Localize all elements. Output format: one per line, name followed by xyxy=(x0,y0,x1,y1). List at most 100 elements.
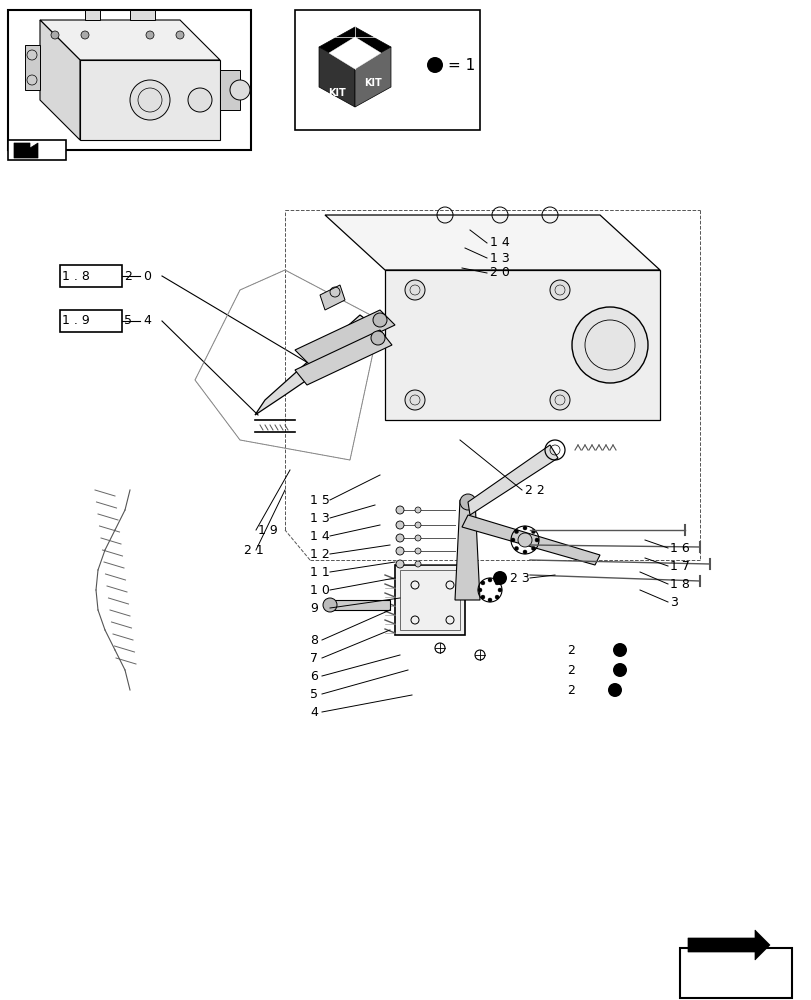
Text: 2: 2 xyxy=(124,269,131,282)
Text: 4: 4 xyxy=(143,314,151,328)
Polygon shape xyxy=(467,445,557,515)
Text: 2: 2 xyxy=(566,664,574,676)
Text: 0: 0 xyxy=(143,269,151,282)
Text: 6: 6 xyxy=(310,670,317,682)
Circle shape xyxy=(188,88,212,112)
Text: 1 5: 1 5 xyxy=(310,493,329,506)
Polygon shape xyxy=(329,600,389,610)
Polygon shape xyxy=(130,10,155,20)
Text: 1 3: 1 3 xyxy=(489,251,509,264)
Polygon shape xyxy=(25,45,40,90)
Bar xyxy=(679,948,791,998)
Circle shape xyxy=(414,561,420,567)
Polygon shape xyxy=(328,37,380,69)
Circle shape xyxy=(492,571,506,585)
Text: 3: 3 xyxy=(669,595,677,608)
Text: 2 0: 2 0 xyxy=(489,266,509,279)
Circle shape xyxy=(480,595,484,599)
Text: 1 9: 1 9 xyxy=(258,524,277,536)
Bar xyxy=(8,140,66,160)
Polygon shape xyxy=(40,20,220,60)
Circle shape xyxy=(414,548,420,554)
Circle shape xyxy=(480,581,484,585)
Circle shape xyxy=(517,533,531,547)
Bar xyxy=(60,310,122,332)
Circle shape xyxy=(607,683,621,697)
Polygon shape xyxy=(40,20,80,140)
Circle shape xyxy=(396,547,404,555)
Polygon shape xyxy=(687,930,769,960)
Polygon shape xyxy=(354,47,391,107)
Text: 1 3: 1 3 xyxy=(310,512,329,524)
Circle shape xyxy=(51,31,59,39)
Circle shape xyxy=(534,538,539,542)
Circle shape xyxy=(460,494,475,510)
Text: 5: 5 xyxy=(310,688,318,700)
Polygon shape xyxy=(319,27,391,67)
Text: 1 1: 1 1 xyxy=(310,566,329,578)
Polygon shape xyxy=(85,10,100,20)
Circle shape xyxy=(478,588,482,592)
Circle shape xyxy=(371,331,384,345)
Circle shape xyxy=(487,578,491,582)
Circle shape xyxy=(405,280,424,300)
Circle shape xyxy=(510,538,514,542)
Circle shape xyxy=(549,390,569,410)
Text: 7: 7 xyxy=(310,652,318,664)
Bar xyxy=(8,10,251,150)
Bar xyxy=(60,265,122,287)
Bar xyxy=(294,10,479,130)
Circle shape xyxy=(497,588,501,592)
Circle shape xyxy=(531,530,534,534)
Text: 1 4: 1 4 xyxy=(489,236,509,249)
Circle shape xyxy=(230,80,250,100)
Text: 5: 5 xyxy=(124,314,132,328)
Circle shape xyxy=(396,560,404,568)
Circle shape xyxy=(522,526,526,530)
Circle shape xyxy=(514,546,518,550)
Circle shape xyxy=(176,31,184,39)
Circle shape xyxy=(81,31,89,39)
Text: = 1: = 1 xyxy=(448,58,474,73)
Circle shape xyxy=(130,80,169,120)
Polygon shape xyxy=(220,70,240,110)
Circle shape xyxy=(495,595,499,599)
Text: 2 1: 2 1 xyxy=(243,544,264,556)
Circle shape xyxy=(531,546,534,550)
Text: 1 . 9: 1 . 9 xyxy=(62,314,90,328)
Text: 1 . 8: 1 . 8 xyxy=(62,269,90,282)
Circle shape xyxy=(495,581,499,585)
Circle shape xyxy=(487,598,491,602)
Text: 4: 4 xyxy=(310,706,317,718)
Text: 9: 9 xyxy=(310,601,317,614)
Polygon shape xyxy=(384,270,659,420)
Circle shape xyxy=(522,550,526,554)
Circle shape xyxy=(405,390,424,410)
Text: 8: 8 xyxy=(310,634,318,646)
Bar xyxy=(394,565,465,635)
Circle shape xyxy=(427,57,443,73)
Circle shape xyxy=(612,643,626,657)
Circle shape xyxy=(146,31,154,39)
Text: 1 7: 1 7 xyxy=(669,560,689,572)
Text: 2: 2 xyxy=(566,684,574,696)
Polygon shape xyxy=(14,143,38,158)
Polygon shape xyxy=(294,310,394,365)
Polygon shape xyxy=(255,315,380,415)
Circle shape xyxy=(396,521,404,529)
Text: 2 3: 2 3 xyxy=(509,572,529,584)
Polygon shape xyxy=(320,285,345,310)
Text: 2: 2 xyxy=(566,644,574,656)
Text: 2 2: 2 2 xyxy=(525,484,544,496)
Polygon shape xyxy=(319,47,354,107)
Circle shape xyxy=(396,506,404,514)
Circle shape xyxy=(571,307,647,383)
Circle shape xyxy=(612,663,626,677)
Text: 1 6: 1 6 xyxy=(669,542,689,554)
Text: 1 0: 1 0 xyxy=(310,584,329,596)
Bar xyxy=(400,570,460,630)
Circle shape xyxy=(372,313,387,327)
Polygon shape xyxy=(294,330,392,385)
Circle shape xyxy=(549,280,569,300)
Text: KIT: KIT xyxy=(363,78,381,88)
